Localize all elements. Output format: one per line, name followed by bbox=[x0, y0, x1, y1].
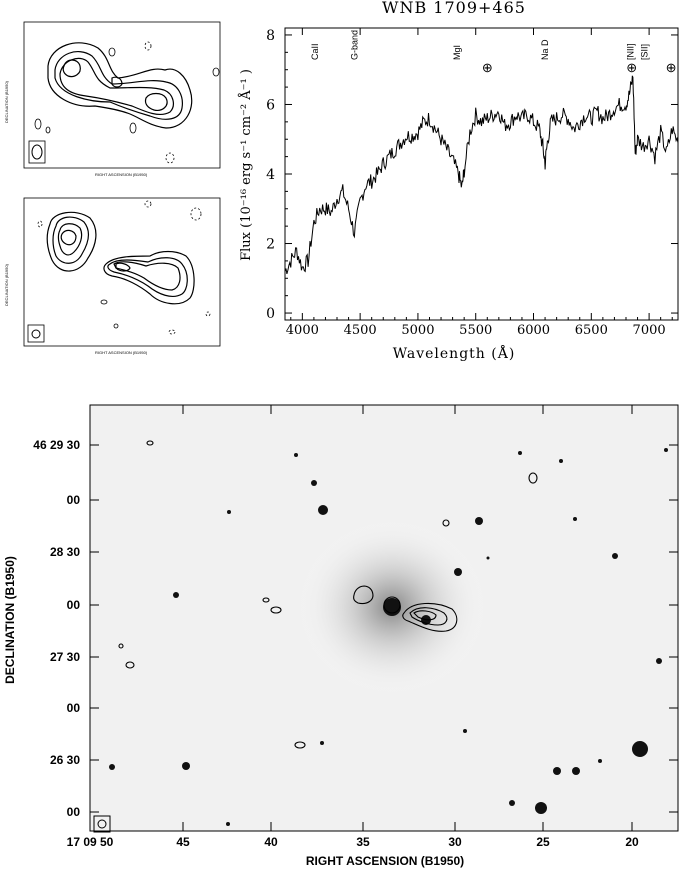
optical-ytick-label: 00 bbox=[67, 701, 81, 715]
optical-svg: 46 29 30 00 28 30 00 27 30 00 26 30 00 17 09 50 4… bbox=[3, 404, 679, 868]
spectrum-line-label: Na D bbox=[540, 39, 550, 60]
spectrum-line-label: G-band bbox=[349, 30, 359, 60]
spectrum-ylabel: Flux (10⁻¹⁶ erg s⁻¹ cm⁻² Å⁻¹ ) bbox=[238, 69, 254, 261]
radio-map-top-plot: DECLINATION (B1950) RIGHT ASCENSION (B19… bbox=[4, 21, 221, 177]
spectrum-line-label: [SII] bbox=[639, 44, 649, 60]
optical-ytick-label: 28 30 bbox=[50, 545, 80, 559]
radio-map-bottom: DECLINATION (B1950) RIGHT ASCENSION (B19… bbox=[0, 194, 225, 357]
spectrum-ticks: 4000 4500 5000 5500 6000 6500 7000 0 2 4 6 8 bbox=[266, 28, 678, 338]
optical-radio-contours bbox=[118, 440, 538, 749]
spectrum-xtick-label: 4000 bbox=[286, 323, 319, 338]
spectrum-xtick-label: 5500 bbox=[459, 323, 492, 338]
telluric-symbol: ⊕ bbox=[666, 60, 677, 75]
telluric-symbol: ⊕ bbox=[482, 60, 493, 75]
optical-image: 46 29 30 00 28 30 00 27 30 00 26 30 00 17 09 50 4… bbox=[0, 395, 680, 869]
spectrum-line-label: CaII bbox=[310, 43, 320, 60]
radio-map-bottom-beam-box bbox=[27, 324, 45, 343]
optical-xtick-label: 17 09 50 bbox=[67, 835, 114, 849]
optical-xlabel: RIGHT ASCENSION (B1950) bbox=[306, 854, 464, 868]
spectrum-line-label: MgI bbox=[452, 45, 462, 60]
spectrum-xtick-label: 4500 bbox=[344, 323, 377, 338]
spectrum-ytick-label: 0 bbox=[266, 306, 275, 322]
optical-xtick-label: 45 bbox=[176, 835, 190, 849]
radio-map-top-frame bbox=[23, 21, 221, 169]
optical-ticks: 46 29 30 00 28 30 00 27 30 00 26 30 00 17 09 50 4… bbox=[33, 405, 678, 849]
optical-xtick-label: 20 bbox=[625, 835, 639, 849]
optical-ytick-label: 00 bbox=[67, 598, 81, 612]
radio-map-top-ylabel: DECLINATION (B1950) bbox=[4, 80, 9, 123]
spectrum-xtick-label: 6000 bbox=[517, 323, 550, 338]
spectrum-xtick-label: 5000 bbox=[401, 323, 434, 338]
optical-xtick-label: 30 bbox=[448, 835, 462, 849]
optical-beam bbox=[97, 819, 107, 829]
spectrum-xtick-label: 7000 bbox=[633, 323, 666, 338]
radio-map-top-contours bbox=[47, 42, 193, 129]
spectrum-xtick-label: 6500 bbox=[575, 323, 608, 338]
radio-map-bottom-small-contours bbox=[100, 299, 119, 329]
radio-map-bottom-xlabel: RIGHT ASCENSION (B1950) bbox=[95, 350, 148, 355]
spectrum-ytick-label: 6 bbox=[266, 97, 275, 113]
radio-map-bottom-contours bbox=[46, 211, 195, 305]
optical-ylabel: DECLINATION (B1950) bbox=[3, 556, 17, 684]
spectrum-series-line bbox=[284, 75, 679, 275]
optical-beam-box bbox=[93, 815, 111, 833]
radio-map-bottom-beam bbox=[31, 329, 41, 339]
spectrum-ytick-label: 2 bbox=[266, 237, 275, 253]
optical-ytick-label: 26 30 bbox=[50, 753, 80, 767]
spectrum-chart: WNB 1709+465 Flux (10⁻¹⁶ erg s⁻¹ cm⁻² Å⁻… bbox=[232, 0, 680, 370]
spectrum-xlabel: Wavelength (Å) bbox=[393, 344, 516, 362]
spectrum-title: WNB 1709+465 bbox=[382, 0, 526, 17]
spectrum-svg: WNB 1709+465 Flux (10⁻¹⁶ erg s⁻¹ cm⁻² Å⁻… bbox=[238, 0, 679, 362]
spectrum-ytick-label: 4 bbox=[266, 167, 275, 183]
optical-ytick-label: 46 29 30 bbox=[33, 438, 80, 452]
radio-map-top-beam-box bbox=[28, 140, 46, 164]
radio-map-bottom-ylabel: DECLINATION (B1950) bbox=[4, 263, 9, 306]
optical-xtick-label: 25 bbox=[536, 835, 550, 849]
radio-map-bottom-frame bbox=[23, 197, 221, 347]
optical-stars bbox=[109, 448, 668, 826]
spectrum-line-ids: CaII G-band MgI Na D [NII] [SII]⊕ ⊕ ⊕ bbox=[310, 30, 676, 75]
optical-ytick-label: 00 bbox=[67, 805, 81, 819]
radio-map-top-beam bbox=[31, 144, 43, 160]
optical-xtick-label: 35 bbox=[356, 835, 370, 849]
radio-map-top-negative-contours bbox=[144, 41, 175, 164]
radio-map-top-xlabel: RIGHT ASCENSION (B1950) bbox=[95, 172, 148, 177]
optical-ytick-label: 27 30 bbox=[50, 650, 80, 664]
optical-ytick-label: 00 bbox=[67, 493, 81, 507]
radio-map-top: DECLINATION (B1950) RIGHT ASCENSION (B19… bbox=[0, 18, 225, 178]
spectrum-ytick-label: 8 bbox=[266, 28, 275, 44]
radio-map-bottom-plot: DECLINATION (B1950) RIGHT ASCENSION (B19… bbox=[4, 197, 221, 355]
radio-map-top-small-contours bbox=[34, 47, 220, 134]
optical-xtick-label: 40 bbox=[264, 835, 278, 849]
telluric-symbol: ⊕ bbox=[626, 60, 637, 75]
spectrum-line-label: [NII] bbox=[626, 43, 636, 60]
radio-map-bottom-negative-contours bbox=[37, 200, 211, 335]
